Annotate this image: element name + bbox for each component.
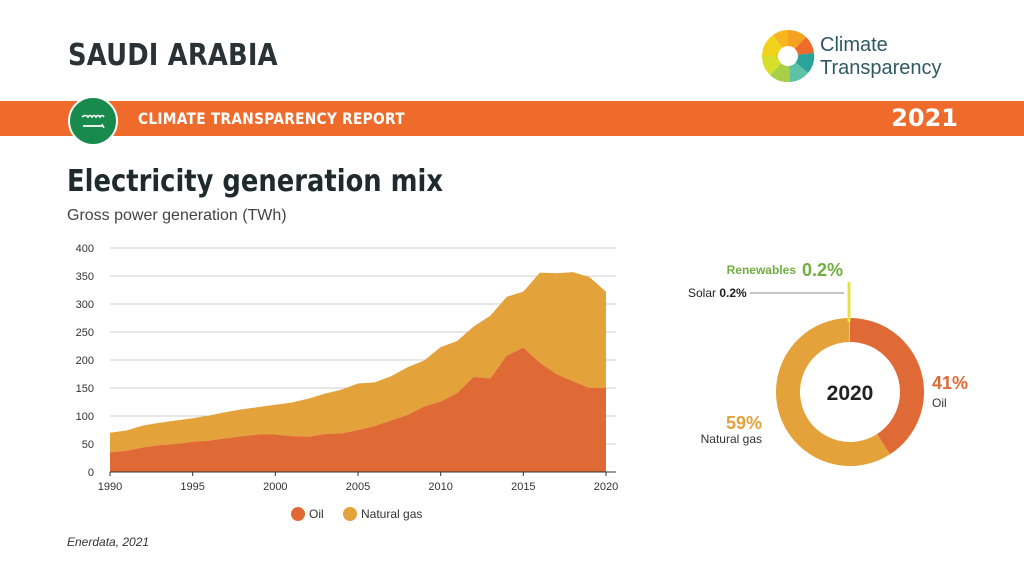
y-tick-label: 400 bbox=[76, 243, 94, 255]
chart-title: Electricity generation mix bbox=[67, 164, 444, 199]
gas-name-label: Natural gas bbox=[701, 432, 762, 446]
y-tick-label: 250 bbox=[76, 327, 94, 339]
data-source: Enerdata, 2021 bbox=[67, 535, 150, 549]
solar-percent-label: 0.2% bbox=[719, 286, 747, 300]
y-tick-label: 350 bbox=[76, 271, 94, 283]
report-year: 2021 bbox=[891, 104, 958, 132]
area-chart: 0 50 100 150 200 250 300 350 400 1990 1995 2000 2005… bbox=[76, 243, 618, 521]
renewables-percent-label: 0.2% bbox=[802, 260, 843, 280]
y-tick-label: 300 bbox=[76, 299, 94, 311]
y-tick-label: 0 bbox=[88, 467, 94, 479]
x-tick-label: 2010 bbox=[428, 481, 452, 493]
y-tick-label: 100 bbox=[76, 411, 94, 423]
logo-sun-icon bbox=[761, 29, 815, 83]
donut-center-label: 2020 bbox=[827, 382, 874, 405]
renewables-label: Renewables bbox=[727, 263, 797, 277]
series-area-natural-gas bbox=[110, 272, 606, 453]
gas-percent-label: 59% bbox=[726, 413, 762, 433]
logo-text-line2: Transparency bbox=[820, 57, 942, 79]
report-label: CLIMATE TRANSPARENCY REPORT bbox=[138, 109, 405, 128]
x-tick-label: 2020 bbox=[594, 481, 618, 493]
slice-natural-gas bbox=[776, 318, 890, 466]
solar-name-label: Solar 0.2% bbox=[688, 286, 747, 300]
x-tick-label: 2000 bbox=[263, 481, 287, 493]
series-area-oil bbox=[110, 347, 606, 472]
legend-swatch bbox=[291, 507, 305, 521]
saudi-flag-icon bbox=[68, 96, 118, 146]
y-tick-label: 150 bbox=[76, 383, 94, 395]
logo-text-line1: Climate bbox=[820, 34, 888, 56]
legend-swatch bbox=[343, 507, 357, 521]
climate-transparency-logo: Climate Transparency bbox=[760, 28, 970, 86]
country-title: SAUDI ARABIA bbox=[68, 38, 278, 73]
y-tick-label: 50 bbox=[82, 439, 94, 451]
slice-solar bbox=[849, 318, 850, 343]
chart-subtitle: Gross power generation (TWh) bbox=[67, 207, 287, 224]
x-tick-label: 1990 bbox=[98, 481, 122, 493]
oil-percent-label: 41% bbox=[932, 373, 968, 393]
legend-label: Natural gas bbox=[361, 507, 422, 521]
oil-name-label: Oil bbox=[932, 396, 947, 410]
slice-oil bbox=[850, 318, 924, 455]
legend-label: Oil bbox=[309, 507, 324, 521]
x-tick-label: 1995 bbox=[180, 481, 204, 493]
y-tick-label: 200 bbox=[76, 355, 94, 367]
report-banner bbox=[0, 101, 1024, 136]
x-tick-label: 2005 bbox=[346, 481, 370, 493]
x-tick-label: 2015 bbox=[511, 481, 535, 493]
